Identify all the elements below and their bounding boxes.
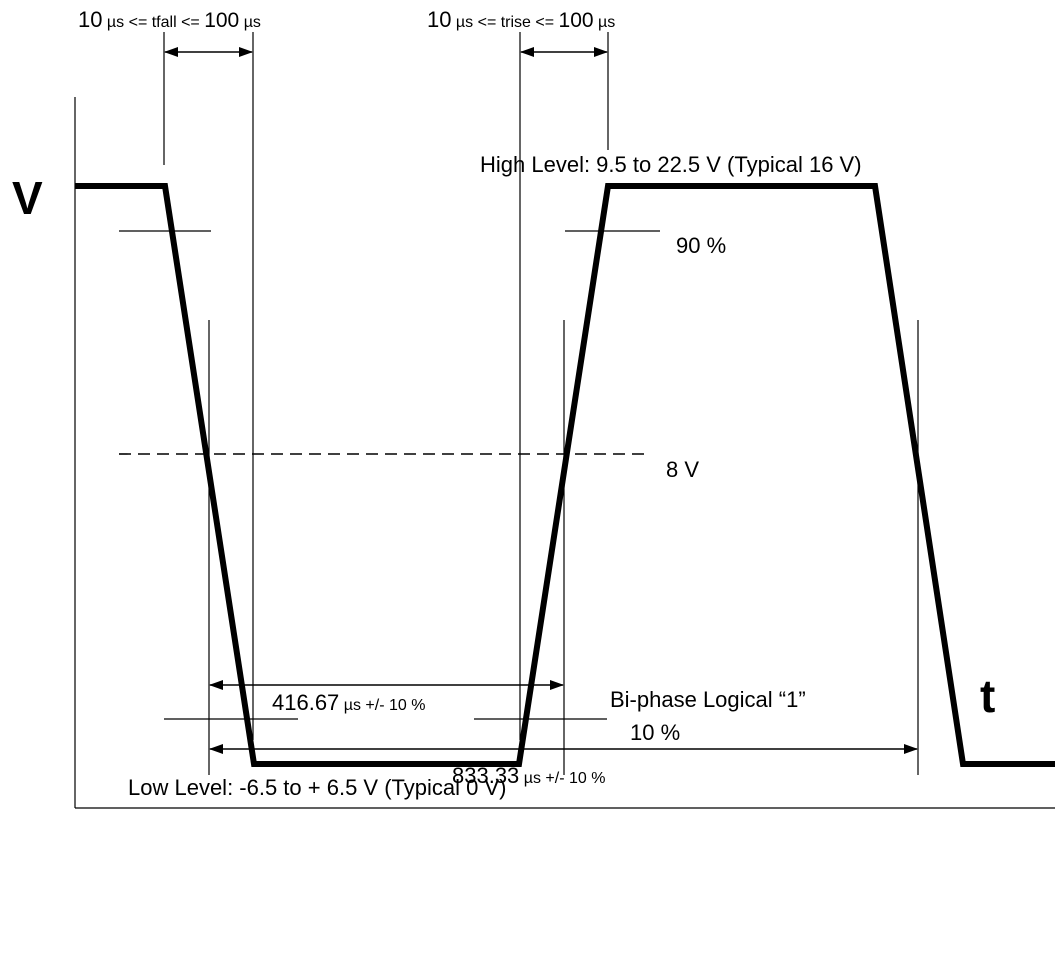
pct-90-label: 90 % bbox=[676, 233, 726, 258]
low-level-label: Low Level: -6.5 to + 6.5 V (Typical 0 V) bbox=[128, 775, 506, 800]
t-axis-letter: t bbox=[980, 670, 995, 722]
half-period-label: 416.67 µs +/- 10 % bbox=[272, 690, 425, 715]
tfall-label: 10 µs <= tfall <= 100 µs bbox=[78, 7, 261, 32]
v-axis-letter: V bbox=[12, 172, 43, 224]
high-level-label: High Level: 9.5 to 22.5 V (Typical 16 V) bbox=[480, 152, 862, 177]
pct-10-label: 10 % bbox=[630, 720, 680, 745]
caption-label: Bi-phase Logical “1” bbox=[610, 687, 806, 712]
mid-voltage-label: 8 V bbox=[666, 457, 699, 482]
signal-waveform bbox=[75, 183, 1055, 767]
trise-label: 10 µs <= trise <= 100 µs bbox=[427, 7, 615, 32]
full-period-label: 833.33 µs +/- 10 % bbox=[452, 763, 605, 788]
